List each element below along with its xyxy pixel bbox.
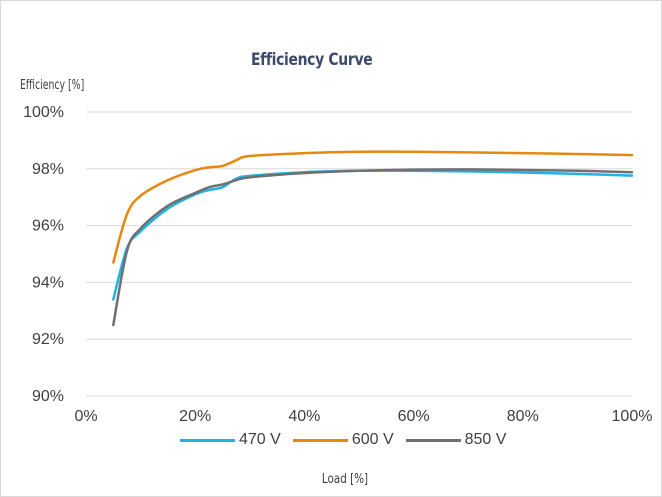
legend: 470 V 600 V 850 V (180, 431, 518, 449)
y-tick-label: 94% (32, 274, 64, 291)
plot-area (112, 150, 634, 327)
legend-swatch-470v (180, 438, 235, 442)
legend-swatch-600v (292, 438, 348, 442)
legend-item-850v: 850 V (405, 431, 507, 449)
x-axis-label: Load [%] (321, 472, 369, 487)
legend-item-600v: 600 V (292, 431, 394, 449)
legend-label-850v: 850 V (464, 431, 507, 448)
y-tick-label: 100% (23, 104, 64, 121)
axis-tick-labels: 90% 92% 94% 96% 98% 100% 0% 20% 40% 60% 80% 100% (23, 104, 652, 425)
legend-swatch-850v (405, 438, 461, 442)
y-axis-label: Efficiency [%] (20, 78, 85, 93)
x-tick-label: 80% (507, 408, 539, 425)
chart-title: Efficiency Curve (250, 50, 373, 70)
y-tick-label: 98% (32, 161, 64, 178)
series-line-600v (112, 150, 634, 264)
legend-label-470v: 470 V (239, 431, 281, 448)
x-tick-label: 20% (179, 408, 211, 425)
y-tick-label: 96% (32, 218, 64, 235)
x-tick-label: 60% (398, 408, 430, 425)
y-tick-label: 90% (32, 388, 64, 405)
legend-label-600v: 600 V (351, 431, 394, 448)
grid-lines (86, 111, 632, 397)
x-tick-label: 100% (612, 408, 653, 425)
x-tick-label: 0% (74, 408, 97, 425)
legend-item-470v: 470 V (180, 431, 281, 449)
y-tick-label: 92% (32, 331, 64, 348)
series-line-850v (112, 168, 634, 327)
x-tick-label: 40% (288, 408, 320, 425)
series-line-470v (112, 169, 634, 301)
